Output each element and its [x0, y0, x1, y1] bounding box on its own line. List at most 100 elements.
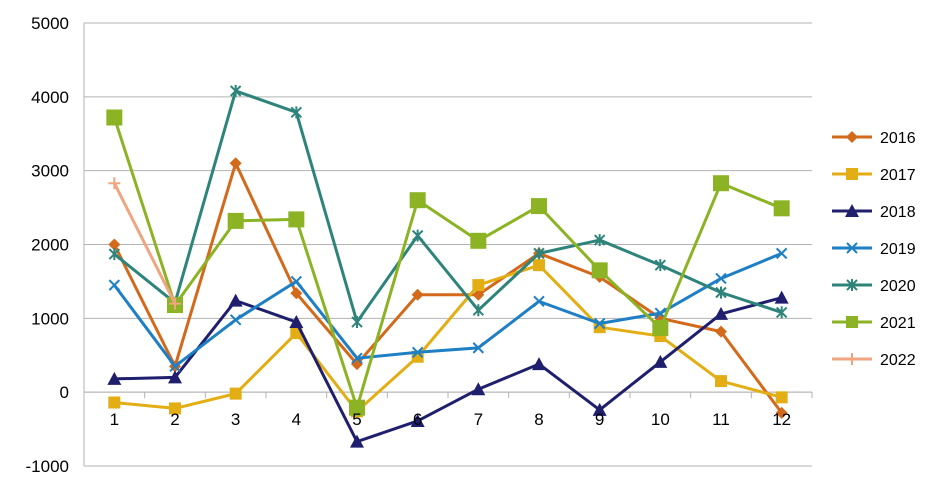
marker-diamond	[472, 288, 485, 301]
marker-asterisk	[472, 304, 485, 317]
marker-asterisk	[654, 259, 667, 272]
series-line	[114, 263, 783, 413]
marker-square	[846, 316, 858, 328]
series-2017	[108, 259, 788, 418]
marker-square	[288, 211, 305, 228]
x-tick-label: 10	[651, 410, 670, 429]
marker-square	[715, 375, 727, 388]
y-tick-label: -1000	[26, 457, 69, 476]
legend-label: 2022	[880, 352, 916, 369]
series-layer	[106, 84, 790, 448]
x-tick-label: 3	[231, 410, 240, 429]
marker-diamond	[229, 157, 242, 170]
marker-asterisk	[411, 229, 424, 242]
x-tick-label: 8	[534, 410, 543, 429]
marker-triangle	[592, 402, 607, 416]
marker-diamond	[290, 287, 303, 300]
legend-item-2021: 2021	[832, 315, 916, 332]
marker-asterisk	[108, 248, 121, 261]
marker-triangle	[350, 434, 364, 448]
marker-triangle	[714, 306, 728, 320]
axes	[83, 23, 813, 466]
marker-square	[591, 262, 608, 279]
series-2020	[108, 84, 788, 329]
y-tick-label: 1000	[31, 309, 69, 328]
marker-x	[411, 346, 424, 359]
marker-diamond	[775, 406, 788, 419]
marker-square	[713, 175, 729, 192]
marker-x	[593, 317, 606, 330]
y-tick-label: 5000	[31, 14, 69, 33]
marker-square	[349, 399, 365, 416]
y-axis-ticks: 5000 4000 3000 2000 1000 0 -1000	[26, 14, 69, 476]
marker-x	[108, 279, 121, 291]
legend-item-2017: 2017	[832, 167, 916, 184]
marker-diamond	[715, 325, 727, 338]
marker-diamond	[846, 131, 858, 143]
marker-x	[290, 275, 303, 288]
x-tick-label: 11	[712, 410, 730, 429]
marker-x	[351, 352, 363, 364]
marker-x	[846, 242, 858, 254]
legend-label: 2018	[880, 204, 916, 221]
marker-asterisk	[715, 286, 727, 299]
legend-label: 2019	[880, 241, 916, 258]
legend-item-2018: 2018	[832, 204, 916, 221]
legend-label: 2017	[880, 167, 916, 184]
marker-diamond	[108, 238, 121, 251]
series-2021	[106, 109, 790, 416]
marker-square	[652, 319, 669, 336]
marker-asterisk	[846, 279, 858, 291]
x-axis-ticks: 1 2 3 4 5 6 7 8 9 10 11 12	[110, 410, 792, 429]
series-2018	[107, 290, 789, 448]
marker-asterisk	[775, 306, 788, 319]
marker-square	[229, 387, 242, 400]
marker-diamond	[411, 288, 424, 301]
series-line	[113, 89, 783, 324]
legend-item-2019: 2019	[832, 241, 916, 258]
x-tick-label: 4	[292, 410, 301, 429]
legend-label: 2016	[880, 130, 916, 147]
marker-triangle	[774, 290, 789, 304]
marker-square	[470, 232, 487, 249]
marker-x	[169, 360, 181, 373]
marker-asterisk	[290, 106, 303, 119]
marker-plus	[169, 297, 181, 310]
marker-square	[169, 402, 181, 415]
marker-triangle	[471, 382, 486, 396]
series-2016	[108, 157, 788, 419]
marker-square	[472, 279, 485, 292]
marker-x	[472, 342, 485, 354]
marker-square	[409, 192, 426, 209]
legend-item-2020: 2020	[832, 278, 916, 295]
y-tick-label: 2000	[31, 236, 69, 255]
series-line	[112, 117, 783, 410]
legend-item-2016: 2016	[832, 130, 916, 147]
marker-asterisk	[229, 84, 242, 97]
legend: 2016 2017 2018 2019 2020 2021 2022	[832, 130, 916, 369]
x-tick-label: 6	[413, 410, 422, 429]
legend-label: 2020	[880, 278, 916, 295]
series-line	[112, 182, 177, 305]
marker-square	[108, 396, 121, 409]
marker-triangle	[168, 370, 182, 384]
y-tick-label: 3000	[31, 162, 69, 181]
marker-triangle	[410, 413, 425, 427]
marker-square	[773, 200, 790, 217]
legend-item-2022: 2022	[832, 352, 916, 369]
marker-square	[106, 109, 123, 126]
marker-x	[229, 314, 242, 326]
series-line	[112, 161, 783, 414]
x-tick-label: 9	[595, 410, 604, 429]
marker-triangle	[228, 293, 243, 307]
marker-square	[775, 391, 788, 404]
marker-x	[533, 295, 545, 308]
marker-x	[775, 247, 788, 260]
x-tick-label: 12	[772, 410, 791, 429]
marker-triangle	[653, 354, 668, 368]
x-tick-label: 7	[474, 410, 483, 429]
marker-square	[533, 259, 545, 272]
series-line	[114, 296, 783, 444]
marker-triangle	[845, 204, 859, 217]
